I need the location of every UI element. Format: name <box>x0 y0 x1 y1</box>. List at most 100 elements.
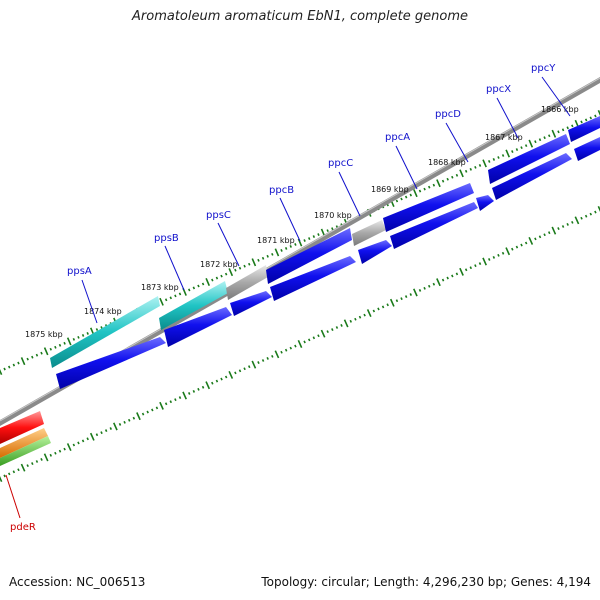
gene-label-ppsB[interactable]: ppsB <box>154 233 179 244</box>
inner-ruler-major-tick <box>505 247 511 256</box>
outer-ruler-minor-tick <box>432 183 436 187</box>
accession-value: NC_006513 <box>76 575 146 589</box>
inner-ruler-minor-tick <box>451 274 454 278</box>
cds-ppsA-cyan[interactable] <box>50 296 160 368</box>
reverse-strand-features <box>56 137 600 389</box>
cds-ppsB-cyan[interactable] <box>159 281 228 330</box>
inner-ruler-minor-tick <box>441 278 445 282</box>
leader-line-ppcC <box>338 171 361 217</box>
inner-ruler-minor-tick <box>395 299 399 303</box>
cds-ppcC-grey[interactable] <box>352 220 386 246</box>
cds-arrow-3[interactable] <box>230 291 272 316</box>
outer-ruler-major-tick <box>274 248 280 257</box>
outer-ruler-minor-tick <box>266 254 269 258</box>
kbp-tick-label: 1875 kbp <box>25 330 63 339</box>
kbp-tick-label: 1869 kbp <box>371 185 409 194</box>
inner-ruler-minor-tick <box>386 303 389 307</box>
cds-ppcA[interactable] <box>383 183 474 232</box>
inner-ruler-major-tick <box>113 422 118 431</box>
gene-label-ppcC[interactable]: ppcC <box>328 158 353 169</box>
inner-ruler-minor-tick <box>478 262 482 266</box>
kbp-tick-label: 1866 kbp <box>541 105 579 114</box>
outer-ruler-minor-tick <box>423 187 426 191</box>
cds-pdeR-red[interactable] <box>0 411 44 444</box>
gene-label-ppcX[interactable]: ppcX <box>486 84 511 95</box>
inner-ruler-minor-tick <box>303 340 306 344</box>
outer-ruler-minor-tick <box>441 179 445 183</box>
inner-ruler-minor-tick <box>349 319 352 323</box>
outer-ruler-minor-tick <box>280 248 283 252</box>
cds-ppcB[interactable] <box>266 228 352 284</box>
inner-ruler-minor-tick <box>3 474 6 478</box>
outer-ruler-minor-tick <box>492 158 496 161</box>
inner-ruler-minor-tick <box>354 317 357 321</box>
inner-ruler-minor-tick <box>197 387 200 391</box>
accession-text: Accession: NC_006513 <box>9 575 145 589</box>
inner-ruler-minor-tick <box>538 235 542 239</box>
inner-ruler-major-tick <box>182 391 187 400</box>
outer-ruler-minor-tick <box>548 134 551 138</box>
outer-ruler-minor-tick <box>63 341 66 345</box>
cds-arrow-5[interactable] <box>358 240 392 264</box>
inner-ruler-minor-tick <box>261 359 265 362</box>
outer-ruler-minor-tick <box>594 114 597 118</box>
cds-arrow-6[interactable] <box>390 202 478 249</box>
inner-ruler-minor-tick <box>26 464 29 468</box>
inner-ruler-major-tick <box>43 453 49 462</box>
cds-ppsC-grey[interactable] <box>226 265 268 300</box>
inner-ruler-minor-tick <box>40 458 43 461</box>
gene-label-pdeR[interactable]: pdeR <box>10 522 36 533</box>
cds-pdeR-orange[interactable] <box>0 428 48 458</box>
outer-ruler-minor-tick <box>331 227 334 231</box>
gene-label-ppcD[interactable]: ppcD <box>435 109 461 120</box>
outer-ruler-minor-tick <box>238 266 242 270</box>
outer-ruler-minor-tick <box>418 189 422 193</box>
outer-ruler-minor-tick <box>497 156 500 159</box>
cds-ppcD[interactable] <box>488 134 570 184</box>
gene-label-ppcA[interactable]: ppcA <box>385 132 410 143</box>
outer-ruler-minor-tick <box>220 274 223 278</box>
inner-ruler-minor-tick <box>128 418 131 422</box>
inner-ruler-major-tick <box>20 463 26 472</box>
kbp-tick-label: 1871 kbp <box>257 236 295 245</box>
cds-arrow-1[interactable] <box>56 337 166 389</box>
inner-ruler-minor-tick <box>31 462 34 465</box>
outer-ruler-minor-tick <box>326 229 329 233</box>
outer-ruler-minor-tick <box>224 272 228 276</box>
leader-line-pdeR <box>5 474 21 519</box>
inner-ruler-major-tick <box>528 236 534 245</box>
outer-ruler-minor-tick <box>58 343 62 347</box>
inner-ruler-minor-tick <box>81 439 85 443</box>
cds-arrow-4[interactable] <box>270 256 356 301</box>
cds-pdeR-green[interactable] <box>0 436 51 466</box>
inner-ruler-minor-tick <box>49 453 52 457</box>
inner-dotted-ruler <box>0 206 600 482</box>
gene-label-ppsA[interactable]: ppsA <box>67 266 92 277</box>
inner-ruler-major-tick <box>551 226 557 235</box>
inner-ruler-minor-tick <box>548 231 551 235</box>
outer-ruler-minor-tick <box>524 144 528 148</box>
kbp-tick-label: 1872 kbp <box>200 260 238 269</box>
gene-label-ppsC[interactable]: ppsC <box>206 210 231 221</box>
cds-arrow-8[interactable] <box>492 153 572 200</box>
outer-ruler-minor-tick <box>446 177 449 181</box>
inner-ruler-minor-tick <box>340 324 343 327</box>
inner-ruler-minor-tick <box>335 326 339 329</box>
gene-label-ppcB[interactable]: ppcB <box>269 185 294 196</box>
leader-line-ppcX <box>496 97 519 139</box>
cds-arrow-2[interactable] <box>164 307 232 347</box>
inner-ruler-major-tick <box>389 298 395 307</box>
gene-label-ppcY[interactable]: ppcY <box>531 63 556 74</box>
outer-ruler-minor-tick <box>395 199 399 203</box>
outer-ruler-minor-tick <box>54 345 57 349</box>
inner-ruler-major-tick <box>597 206 600 212</box>
cds-arrow-9[interactable] <box>574 137 600 161</box>
cds-ppcX[interactable] <box>568 116 600 142</box>
topology-text: Topology: circular; Length: 4,296,230 bp… <box>261 575 591 589</box>
inner-ruler-minor-tick <box>524 241 528 245</box>
inner-ruler-minor-tick <box>118 422 122 426</box>
inner-ruler-minor-tick <box>72 443 76 447</box>
cds-arrow-7[interactable] <box>476 195 494 211</box>
outer-ruler-minor-tick <box>561 128 565 132</box>
